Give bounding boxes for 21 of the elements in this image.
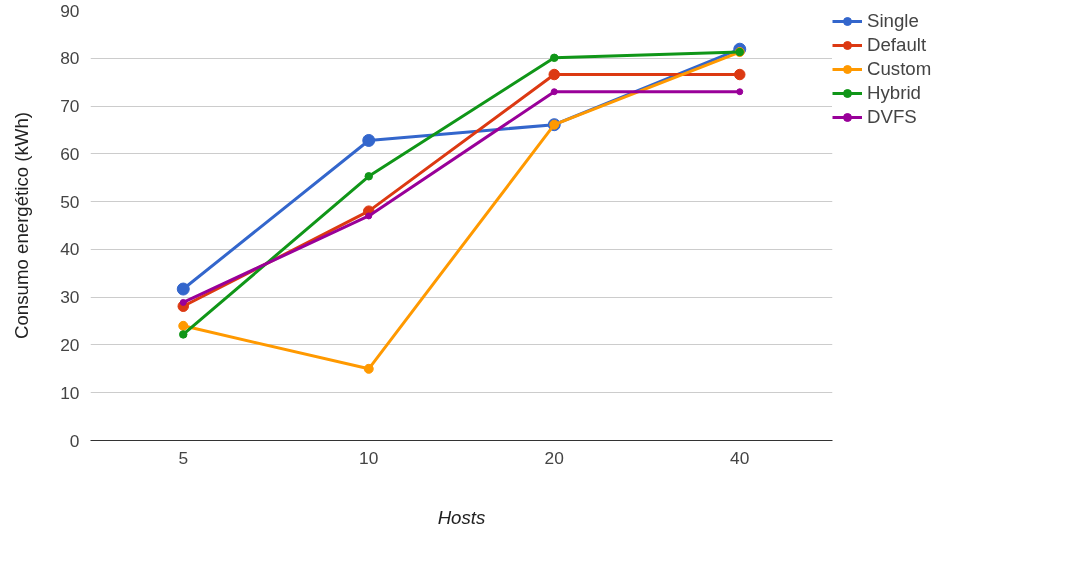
y-tick-label: 10 [60,382,80,403]
x-tick-label: 10 [359,447,379,468]
y-tick-label: 0 [69,430,80,451]
y-tick-label: 60 [60,143,80,164]
legend-label: Single [867,10,919,32]
y-axis-title: Consumo energético (kWh) [11,111,33,340]
legend-label: DVFS [867,106,917,128]
x-tick-label: 20 [544,447,564,468]
y-tick-label: 80 [60,48,80,69]
y-tick-label: 70 [60,96,80,117]
x-tick-label: 40 [730,447,750,468]
y-tick-label: 30 [60,287,80,308]
y-tick-label: 90 [60,0,80,21]
y-tick-label: 50 [60,191,80,212]
x-tick-label: 5 [178,447,189,468]
legend-label: Hybrid [867,82,921,104]
y-tick-label: 20 [60,334,80,355]
x-axis-title: Hosts [437,506,486,528]
legend-label: Custom [867,58,932,80]
y-tick-label: 40 [60,239,80,260]
legend-label: Default [867,34,927,56]
